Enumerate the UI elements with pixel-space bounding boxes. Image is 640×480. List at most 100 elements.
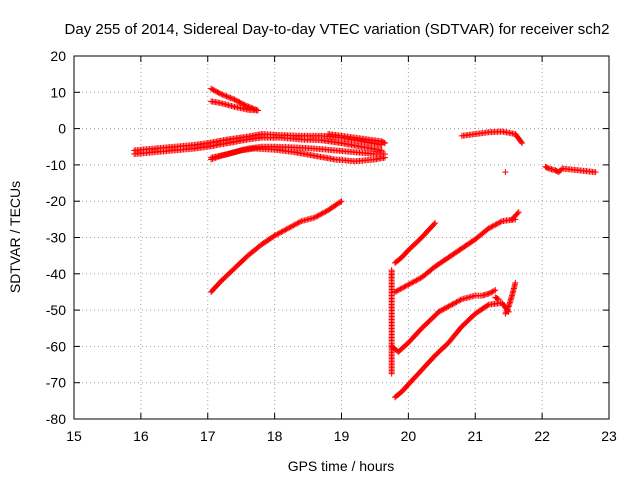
data-point-marker <box>502 310 509 317</box>
data-point-marker <box>285 225 291 232</box>
data-point-marker <box>414 276 421 283</box>
data-point-marker <box>286 224 293 231</box>
data-point-marker <box>313 213 320 220</box>
x-tick-label: 21 <box>467 428 483 444</box>
y-axis-label: SDTVAR / TECUs <box>7 181 23 293</box>
data-point-marker <box>223 93 230 100</box>
y-tick-label: -60 <box>46 338 66 354</box>
data-point-marker <box>214 89 221 96</box>
data-point-marker <box>512 279 519 286</box>
data-point-marker <box>592 169 599 176</box>
data-point-marker <box>502 169 509 176</box>
y-tick-label: -10 <box>46 157 66 173</box>
data-point-marker <box>503 307 510 314</box>
data-point-marker <box>380 139 387 146</box>
data-point-marker <box>435 308 442 315</box>
data-point-marker <box>210 87 217 94</box>
data-point-marker <box>440 306 447 313</box>
data-point-marker <box>503 309 510 316</box>
data-point-marker <box>504 306 511 313</box>
data-point-marker <box>489 223 496 230</box>
data-point-marker <box>457 296 464 303</box>
data-point-marker <box>317 211 324 218</box>
data-series <box>208 198 345 295</box>
data-point-marker <box>235 98 242 105</box>
data-point-marker <box>514 210 521 217</box>
data-point-marker <box>436 308 443 315</box>
data-point-marker <box>294 220 301 227</box>
data-point-marker <box>208 85 215 92</box>
data-point-marker <box>485 225 492 232</box>
x-tick-label: 23 <box>601 428 617 444</box>
data-point-marker <box>291 221 298 228</box>
data-point-marker <box>209 86 216 93</box>
data-point-marker <box>413 277 420 284</box>
y-tick-label: -50 <box>46 302 66 318</box>
data-series <box>208 98 261 114</box>
data-point-marker <box>396 286 403 293</box>
data-point-marker <box>392 288 398 295</box>
data-point-marker <box>416 275 423 282</box>
grid-lines <box>74 56 609 419</box>
data-point-marker <box>454 298 461 305</box>
y-tick-label: 0 <box>58 121 66 137</box>
data-point-marker <box>515 209 522 216</box>
data-series <box>435 287 499 315</box>
x-axis-label: GPS time / hours <box>288 458 395 474</box>
data-point-marker <box>437 307 444 314</box>
data-point-marker <box>401 283 408 290</box>
data-point-marker <box>496 219 503 226</box>
data-point-marker <box>405 281 412 288</box>
data-point-marker <box>441 305 448 312</box>
data-point-marker <box>278 229 285 236</box>
y-tick-label: -30 <box>46 230 66 246</box>
data-point-marker <box>449 301 456 308</box>
data-series <box>502 163 599 176</box>
data-point-marker <box>448 302 455 309</box>
data-point-marker <box>444 304 451 311</box>
data-point-marker <box>219 91 226 98</box>
data-point-marker <box>452 299 459 306</box>
data-point-marker <box>289 223 296 230</box>
data-point-marker <box>412 278 419 285</box>
data-point-marker <box>226 94 233 101</box>
data-point-marker <box>445 303 452 310</box>
y-tick-label: 20 <box>50 48 66 64</box>
data-point-marker <box>213 88 220 95</box>
x-tick-label: 19 <box>334 428 350 444</box>
x-tick-label: 22 <box>534 428 550 444</box>
data-point-marker <box>242 102 249 109</box>
data-point-marker <box>231 96 238 103</box>
data-point-marker <box>236 99 243 106</box>
data-point-marker <box>492 287 499 294</box>
y-tick-label: -80 <box>46 411 66 427</box>
data-point-marker <box>446 302 453 309</box>
data-series <box>502 279 519 317</box>
data-point-marker <box>398 285 405 292</box>
data-series <box>392 299 512 401</box>
data-point-marker <box>322 208 329 215</box>
data-point-marker <box>283 226 290 233</box>
x-tick-label: 17 <box>200 428 216 444</box>
data-series <box>325 131 388 147</box>
data-series <box>388 308 442 355</box>
data-point-marker <box>216 90 223 97</box>
y-tick-label: 10 <box>50 84 66 100</box>
data-point-marker <box>234 97 241 104</box>
data-series <box>392 219 439 266</box>
data-point-marker <box>279 228 286 235</box>
data-point-marker <box>432 219 439 226</box>
data-point-marker <box>518 138 525 145</box>
data-point-marker <box>232 97 239 104</box>
data-point-marker <box>321 209 328 216</box>
data-point-marker <box>230 96 237 103</box>
data-series <box>509 209 522 223</box>
data-point-marker <box>282 226 289 233</box>
data-point-marker <box>318 210 325 217</box>
y-axis-ticks: 20 10 0 -10 -20 -30 -40 -50 -60 -70 -80 <box>46 48 609 427</box>
data-point-marker <box>274 231 281 238</box>
data-point-marker <box>215 89 222 96</box>
data-series <box>392 216 519 295</box>
